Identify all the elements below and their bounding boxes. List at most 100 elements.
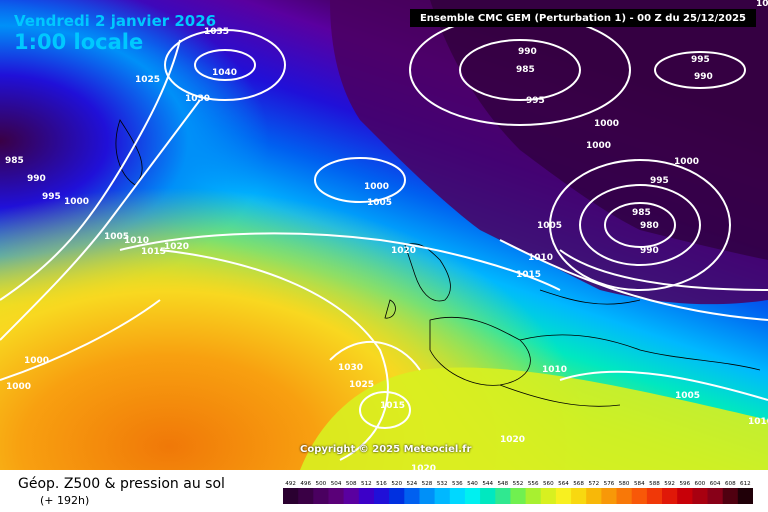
scale-swatch: [692, 488, 709, 504]
scale-swatch: [328, 488, 345, 504]
isobar-label: 985: [5, 156, 24, 166]
scale-label: 576: [604, 481, 615, 487]
scale-label: 584: [634, 481, 645, 487]
scale-swatch: [662, 488, 678, 504]
scale-swatch: [601, 488, 618, 504]
isobar-label: 1000: [6, 382, 31, 392]
scale-swatch: [510, 488, 527, 504]
forecast-date: Vendredi 2 janvier 2026: [14, 12, 217, 30]
scale-label: 572: [588, 481, 599, 487]
isobar-label: 1005: [675, 391, 700, 401]
isobar-label: 1020: [500, 435, 525, 445]
scale-swatch: [495, 488, 511, 504]
scale-label: 512: [361, 481, 372, 487]
isobar-label: 1020: [411, 464, 436, 470]
scale-swatch: [571, 488, 587, 504]
isobar-label: 1010: [528, 253, 553, 263]
scale-label: 588: [649, 481, 660, 487]
scale-swatch: [480, 488, 496, 504]
isobar-label: 1015: [141, 247, 166, 257]
isobar-label: 1005: [756, 0, 768, 9]
scale-label: 612: [740, 481, 751, 487]
scale-label: 544: [482, 481, 493, 487]
isobar-label: 1010: [748, 417, 768, 427]
isobars: [0, 14, 768, 461]
scale-label: 600: [695, 481, 706, 487]
isobar-label: 1000: [364, 182, 389, 192]
isobar-label: 1000: [674, 157, 699, 167]
forecast-time-header: Vendredi 2 janvier 2026 1:00 locale: [14, 12, 216, 54]
scale-label: 580: [619, 481, 630, 487]
scale-swatch: [586, 488, 602, 504]
scale-label: 492: [285, 481, 296, 487]
scale-label: 608: [725, 481, 736, 487]
scale-swatch: [449, 488, 466, 504]
scale-swatch: [737, 488, 753, 504]
isobar-label: 1015: [516, 270, 541, 280]
map-caption-title: Géop. Z500 & pression au sol: [18, 476, 225, 492]
isobar-label: 1005: [367, 198, 392, 208]
scale-label: 560: [543, 481, 554, 487]
isobar-label: 1040: [212, 68, 237, 78]
scale-swatch: [358, 488, 375, 504]
isobar-label: 1020: [391, 246, 416, 256]
isobar-label: 995: [526, 96, 545, 106]
isobar-label: 1015: [380, 401, 405, 411]
isobar-label: 1000: [24, 356, 49, 366]
scale-swatch: [419, 488, 436, 504]
scale-label: 596: [679, 481, 690, 487]
isobar-label: 1025: [349, 380, 374, 390]
scale-swatch: [283, 488, 299, 504]
scale-swatch: [434, 488, 451, 504]
isobar-label: 990: [27, 174, 46, 184]
scale-swatch: [464, 488, 481, 504]
scale-swatch: [555, 488, 572, 504]
scale-label: 508: [346, 481, 357, 487]
isobar-label: 1030: [185, 94, 210, 104]
scale-label: 536: [452, 481, 463, 487]
scale-label: 496: [300, 481, 311, 487]
scale-label: 528: [422, 481, 433, 487]
isobar-label: 1000: [594, 119, 619, 129]
model-run-label: Ensemble CMC GEM (Perturbation 1) - 00 Z…: [410, 9, 756, 27]
isobar-labels: 1035 1040 1025 1030 985 990 995 1000 100…: [5, 0, 768, 470]
scale-swatch: [722, 488, 739, 504]
scale-label: 564: [558, 481, 569, 487]
dark-east-field: [430, 0, 768, 260]
scale-label: 532: [437, 481, 448, 487]
scale-swatch: [616, 488, 633, 504]
isobar-label: 995: [650, 176, 669, 186]
scale-label: 604: [710, 481, 721, 487]
isobar-label: 1000: [64, 197, 89, 207]
isobar-label: 990: [694, 72, 713, 82]
scale-label: 524: [407, 481, 418, 487]
isobar-label: 1020: [164, 242, 189, 252]
scale-swatch: [374, 488, 390, 504]
isobar-label: 1035: [204, 27, 229, 37]
scale-swatch: [298, 488, 314, 504]
scale-label: 556: [528, 481, 539, 487]
color-scale-legend: 492 496 500 504 508 512 516 520 524 528 532 536 540 5…: [283, 481, 753, 504]
isobar-label: 985: [516, 65, 535, 75]
isobar-label: 1010: [542, 365, 567, 375]
copyright-notice: Copyright © 2025 Meteociel.fr: [300, 444, 472, 455]
map-caption-subtitle: (+ 192h): [40, 494, 90, 507]
isobar-label: 1010: [124, 236, 149, 246]
scale-swatch: [631, 488, 648, 504]
isobar-label: 1005: [104, 232, 129, 242]
isobar-label: 995: [42, 192, 61, 202]
scale-swatch: [343, 488, 360, 504]
scale-swatch: [389, 488, 405, 504]
south-yellow-field: [300, 367, 768, 470]
isobar-label: 1030: [338, 363, 363, 373]
scale-label: 552: [513, 481, 524, 487]
scale-swatch: [313, 488, 329, 504]
scale-swatch: [404, 488, 420, 504]
isobar-label: 985: [632, 208, 651, 218]
scale-swatch: [677, 488, 693, 504]
isobar-label: 990: [518, 47, 537, 57]
isobar-label: 1000: [586, 141, 611, 151]
forecast-local-time: 1:00 locale: [14, 30, 144, 54]
scale-label: 592: [664, 481, 675, 487]
scale-label: 516: [376, 481, 387, 487]
